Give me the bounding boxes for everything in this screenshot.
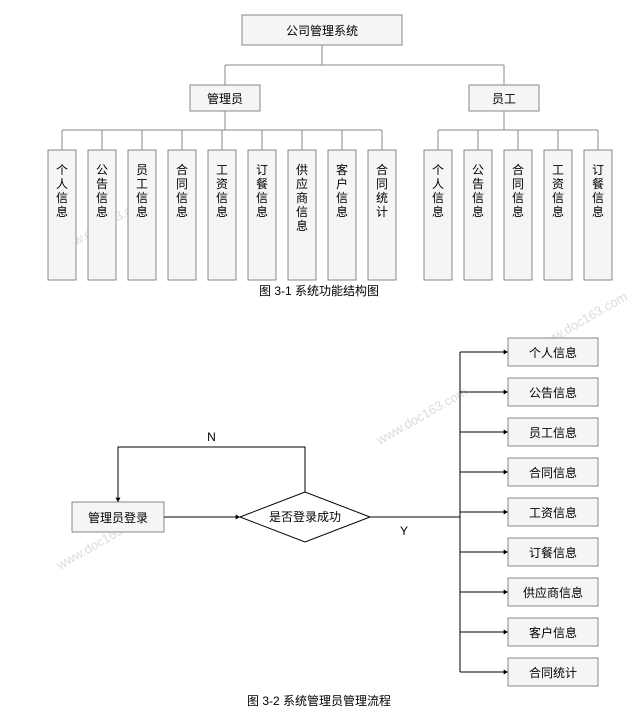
- svg-text:是否登录成功: 是否登录成功: [269, 509, 341, 524]
- svg-text:合同统计: 合同统计: [376, 162, 388, 219]
- svg-text:订餐信息: 订餐信息: [256, 163, 268, 219]
- svg-text:公告信息: 公告信息: [96, 163, 108, 219]
- svg-text:管理员: 管理员: [207, 91, 243, 106]
- svg-text:个人信息: 个人信息: [56, 163, 68, 219]
- diagram-canvas: www.doc163.comwww.doc163.comwww.doc163.c…: [0, 0, 638, 714]
- svg-text:订餐信息: 订餐信息: [592, 163, 604, 219]
- svg-text:www.doc163.com: www.doc163.com: [373, 384, 470, 448]
- svg-text:个人信息: 个人信息: [529, 345, 577, 360]
- svg-text:合同统计: 合同统计: [529, 665, 577, 680]
- svg-text:供应商信息: 供应商信息: [296, 163, 308, 233]
- svg-text:订餐信息: 订餐信息: [529, 545, 577, 560]
- svg-text:工资信息: 工资信息: [216, 163, 228, 219]
- svg-text:公告信息: 公告信息: [472, 163, 484, 219]
- svg-text:员工信息: 员工信息: [136, 163, 148, 219]
- svg-text:工资信息: 工资信息: [552, 163, 564, 219]
- svg-text:合同信息: 合同信息: [176, 162, 188, 219]
- svg-text:员工信息: 员工信息: [529, 425, 577, 440]
- svg-text:N: N: [207, 430, 216, 444]
- svg-text:公告信息: 公告信息: [529, 385, 577, 400]
- svg-text:员工: 员工: [492, 92, 516, 106]
- svg-text:管理员登录: 管理员登录: [88, 510, 148, 525]
- svg-text:工资信息: 工资信息: [529, 505, 577, 520]
- svg-text:公司管理系统: 公司管理系统: [286, 23, 358, 38]
- svg-text:客户信息: 客户信息: [336, 162, 348, 219]
- svg-text:客户信息: 客户信息: [529, 625, 577, 640]
- svg-text:合同信息: 合同信息: [512, 162, 524, 219]
- svg-text:个人信息: 个人信息: [432, 163, 444, 219]
- svg-text:图 3-2 系统管理员管理流程: 图 3-2 系统管理员管理流程: [247, 693, 391, 708]
- svg-text:合同信息: 合同信息: [529, 465, 577, 480]
- svg-text:图 3-1 系统功能结构图: 图 3-1 系统功能结构图: [259, 283, 379, 298]
- svg-text:供应商信息: 供应商信息: [523, 585, 583, 600]
- svg-text:Y: Y: [400, 524, 408, 538]
